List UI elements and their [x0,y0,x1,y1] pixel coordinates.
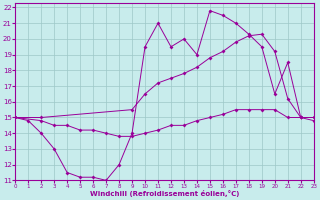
X-axis label: Windchill (Refroidissement éolien,°C): Windchill (Refroidissement éolien,°C) [90,190,239,197]
